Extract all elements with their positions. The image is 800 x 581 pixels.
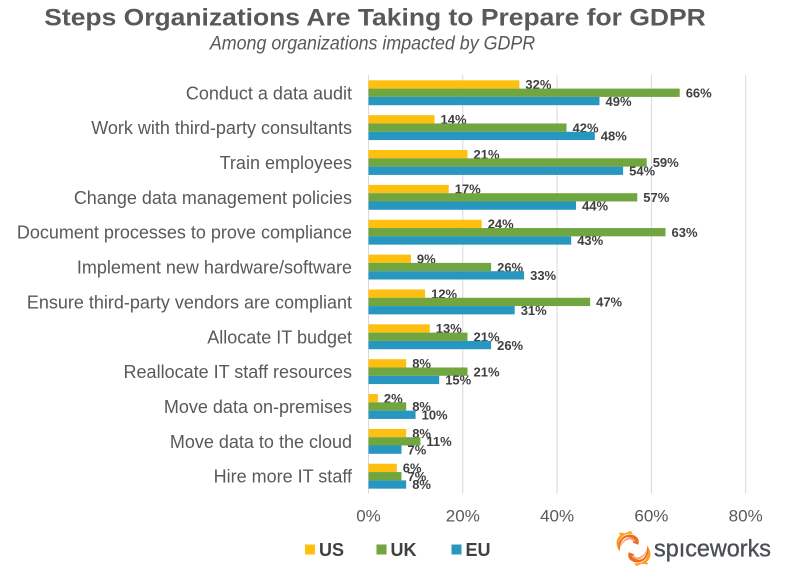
svg-text:2%: 2% xyxy=(384,391,403,406)
svg-text:Reallocate IT staff resources: Reallocate IT staff resources xyxy=(124,362,352,382)
svg-text:21%: 21% xyxy=(474,147,500,162)
svg-text:26%: 26% xyxy=(497,260,523,275)
svg-text:21%: 21% xyxy=(474,364,500,379)
svg-text:9%: 9% xyxy=(417,251,436,266)
svg-text:spıceworks: spıceworks xyxy=(654,536,771,562)
svg-text:49%: 49% xyxy=(606,94,632,109)
svg-text:Move data to the cloud: Move data to the cloud xyxy=(170,432,352,452)
svg-text:Among organizations impacted b: Among organizations impacted by GDPR xyxy=(209,32,535,54)
svg-text:42%: 42% xyxy=(573,120,599,135)
svg-text:Train employees: Train employees xyxy=(220,153,352,173)
svg-text:11%: 11% xyxy=(426,434,452,449)
svg-text:Allocate IT budget: Allocate IT budget xyxy=(207,327,352,347)
svg-text:63%: 63% xyxy=(672,225,698,240)
svg-text:24%: 24% xyxy=(488,217,514,232)
svg-text:54%: 54% xyxy=(629,163,655,178)
svg-text:8%: 8% xyxy=(412,399,431,414)
svg-text:48%: 48% xyxy=(601,129,627,144)
svg-text:13%: 13% xyxy=(436,321,462,336)
svg-text:31%: 31% xyxy=(521,303,547,318)
svg-text:8%: 8% xyxy=(412,477,431,492)
svg-text:21%: 21% xyxy=(474,329,500,344)
svg-text:Document processes to prove co: Document processes to prove compliance xyxy=(17,223,352,243)
svg-text:32%: 32% xyxy=(525,77,551,92)
svg-text:44%: 44% xyxy=(582,198,608,213)
svg-text:UK: UK xyxy=(391,540,417,560)
svg-text:Conduct a data audit: Conduct a data audit xyxy=(186,83,352,103)
svg-text:12%: 12% xyxy=(431,286,457,301)
svg-text:10%: 10% xyxy=(422,407,448,422)
svg-text:17%: 17% xyxy=(455,182,481,197)
svg-text:26%: 26% xyxy=(497,338,523,353)
svg-text:20%: 20% xyxy=(446,507,480,526)
svg-text:Ensure third-party vendors are: Ensure third-party vendors are compliant xyxy=(27,292,352,312)
svg-text:Change data management policie: Change data management policies xyxy=(74,188,352,208)
svg-text:Work with third-party consulta: Work with third-party consultants xyxy=(91,118,352,138)
svg-text:Hire more IT staff: Hire more IT staff xyxy=(214,467,353,487)
svg-text:Implement new hardware/softwar: Implement new hardware/software xyxy=(77,258,352,278)
svg-text:60%: 60% xyxy=(634,507,668,526)
svg-text:8%: 8% xyxy=(412,356,431,371)
svg-text:15%: 15% xyxy=(445,373,471,388)
svg-text:US: US xyxy=(319,540,344,560)
svg-text:8%: 8% xyxy=(412,426,431,441)
svg-text:59%: 59% xyxy=(653,155,679,170)
svg-text:0%: 0% xyxy=(356,507,381,526)
svg-text:EU: EU xyxy=(466,540,491,560)
svg-text:Steps Organizations Are Taking: Steps Organizations Are Taking to Prepar… xyxy=(44,5,706,32)
svg-text:7%: 7% xyxy=(408,442,427,457)
svg-text:Move data on-premises: Move data on-premises xyxy=(164,397,352,417)
svg-text:6%: 6% xyxy=(403,461,422,476)
svg-text:47%: 47% xyxy=(596,295,622,310)
svg-text:43%: 43% xyxy=(577,233,603,248)
svg-text:7%: 7% xyxy=(408,469,427,484)
svg-text:80%: 80% xyxy=(729,507,763,526)
svg-text:57%: 57% xyxy=(643,190,669,205)
svg-text:33%: 33% xyxy=(530,268,556,283)
svg-text:14%: 14% xyxy=(441,112,467,127)
svg-text:40%: 40% xyxy=(540,507,574,526)
svg-text:66%: 66% xyxy=(686,85,712,100)
